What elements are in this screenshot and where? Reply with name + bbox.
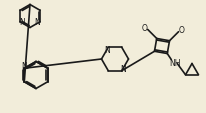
Text: N: N	[21, 61, 27, 70]
Text: O: O	[141, 24, 147, 33]
Text: N: N	[104, 46, 110, 55]
Text: NH: NH	[169, 59, 180, 67]
Text: N: N	[20, 18, 25, 27]
Text: N: N	[34, 18, 40, 27]
Text: N: N	[119, 64, 125, 73]
Text: O: O	[178, 26, 184, 35]
